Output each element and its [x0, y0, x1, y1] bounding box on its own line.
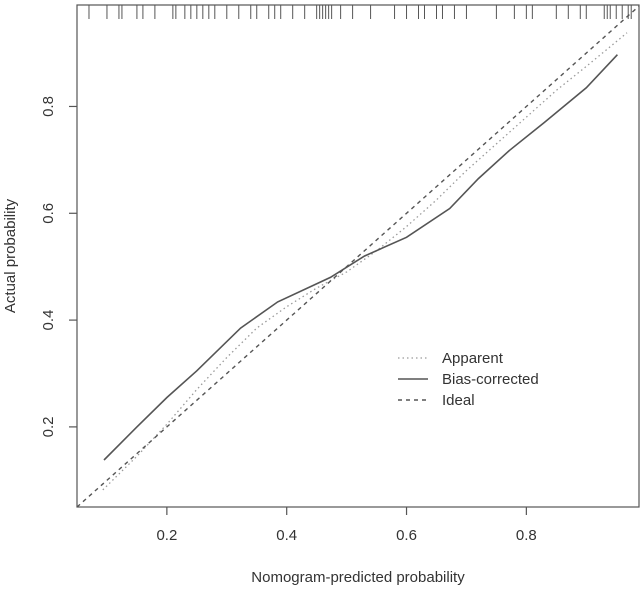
y-tick-label: 0.8 [40, 96, 57, 117]
legend-label: Ideal [442, 392, 475, 409]
x-tick-label: 0.4 [276, 527, 297, 544]
calibration-lines [76, 5, 640, 508]
x-axis-title: Nomogram-predicted probability [251, 569, 465, 586]
legend-label: Apparent [442, 350, 504, 367]
series-bias-corrected [103, 54, 618, 461]
x-tick-label: 0.2 [156, 527, 177, 544]
rug-marks [88, 5, 632, 19]
legend: Apparent Bias-corrected Ideal [398, 350, 539, 409]
y-tick-label: 0.2 [40, 416, 57, 437]
legend-label: Bias-corrected [442, 371, 539, 388]
series-ideal [76, 5, 640, 508]
y-tick-label: 0.6 [40, 203, 57, 224]
y-tick-label: 0.4 [40, 310, 57, 331]
plot-frame [76, 4, 640, 508]
x-tick-label: 0.8 [516, 527, 537, 544]
x-tick-label: 0.6 [396, 527, 417, 544]
x-axis: 0.2 0.4 0.6 0.8 [156, 507, 537, 544]
series-apparent [102, 32, 628, 491]
y-axis: 0.2 0.4 0.6 0.8 [40, 96, 77, 437]
y-axis-title: Actual probability [2, 198, 19, 313]
